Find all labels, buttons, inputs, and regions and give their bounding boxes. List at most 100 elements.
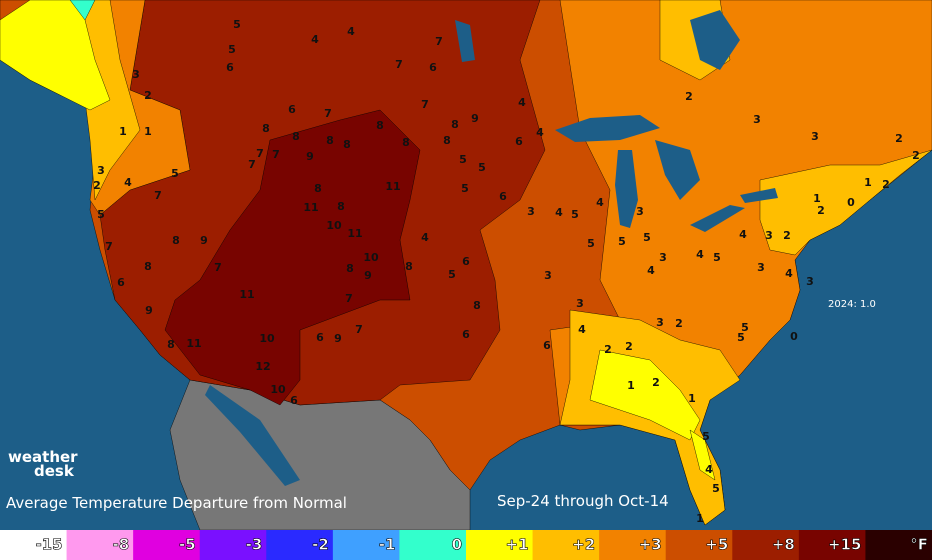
legend-swatch xyxy=(399,530,467,560)
station-value: 4 xyxy=(647,264,655,277)
legend-label: +5 xyxy=(705,536,728,554)
station-value: 8 xyxy=(343,138,351,151)
station-value: 10 xyxy=(363,251,379,264)
legend-label: +8 xyxy=(772,536,795,554)
legend-label: +15 xyxy=(828,536,861,554)
station-value: 8 xyxy=(144,260,152,273)
station-value: 5 xyxy=(459,153,467,166)
station-value: 3 xyxy=(527,205,535,218)
station-value: 3 xyxy=(659,251,667,264)
station-value: 7 xyxy=(248,158,256,171)
station-value: 6 xyxy=(462,255,470,268)
station-value: 11 xyxy=(239,288,254,301)
legend-swatch xyxy=(66,530,134,560)
station-value: 4 xyxy=(696,248,704,261)
station-value: 8 xyxy=(405,260,413,273)
station-value: 8 xyxy=(326,134,334,147)
lake xyxy=(615,150,638,228)
station-value: 6 xyxy=(462,328,470,341)
lake xyxy=(555,115,660,142)
legend-swatch xyxy=(0,530,68,560)
station-value: 11 xyxy=(186,337,201,350)
station-value: 10 xyxy=(259,332,275,345)
lake xyxy=(455,20,475,62)
station-value: 2 xyxy=(685,90,693,103)
station-value: 7 xyxy=(345,292,353,305)
legend-unit-cell xyxy=(865,530,932,560)
legend-unit: °F xyxy=(910,536,928,554)
station-value: 6 xyxy=(316,331,324,344)
station-value: 12 xyxy=(255,360,270,373)
logo-text: desk xyxy=(34,462,75,480)
station-value: 9 xyxy=(364,269,372,282)
legend-label: +3 xyxy=(639,536,662,554)
station-value: 2 xyxy=(895,132,903,145)
station-value: 5 xyxy=(702,430,710,443)
station-value: 11 xyxy=(385,180,400,193)
lake xyxy=(740,188,778,203)
station-value: 5 xyxy=(712,482,720,495)
station-value: 1 xyxy=(864,176,872,189)
station-value: 7 xyxy=(272,148,280,161)
station-value: 5 xyxy=(643,231,651,244)
legend-label: -5 xyxy=(179,536,196,554)
station-value: 7 xyxy=(105,240,113,253)
legend-swatch xyxy=(133,530,201,560)
station-value: 5 xyxy=(228,43,236,56)
legend-swatch xyxy=(466,530,534,560)
station-value: 7 xyxy=(435,35,443,48)
station-value: 2 xyxy=(625,340,633,353)
station-value: 11 xyxy=(303,201,318,214)
station-value: 8 xyxy=(473,299,481,312)
station-value: 9 xyxy=(145,304,153,317)
station-value: 4 xyxy=(785,267,793,280)
station-value: 3 xyxy=(132,68,140,81)
station-value: 4 xyxy=(518,96,526,109)
legend-label: -3 xyxy=(246,536,263,554)
station-value: 5 xyxy=(587,237,595,250)
station-value: 3 xyxy=(757,261,765,274)
station-value: 6 xyxy=(288,103,296,116)
lakes xyxy=(455,10,778,232)
station-value: 1 xyxy=(144,125,152,138)
logo: weather desk xyxy=(8,448,78,480)
station-value: 5 xyxy=(448,268,456,281)
region xyxy=(689,429,716,481)
station-value: 5 xyxy=(737,331,745,344)
station-value: 2 xyxy=(675,317,683,330)
station-value: 8 xyxy=(376,119,384,132)
legend-swatch xyxy=(599,530,667,560)
station-value: 2 xyxy=(604,343,612,356)
station-value: 3 xyxy=(544,269,552,282)
station-value: 8 xyxy=(172,234,180,247)
legend-swatch xyxy=(332,530,400,560)
legend-label: -8 xyxy=(112,536,129,554)
station-value: 9 xyxy=(334,332,342,345)
station-value: 1 xyxy=(627,379,635,392)
legend-label: +2 xyxy=(572,536,595,554)
station-value: 8 xyxy=(314,182,322,195)
station-value: 6 xyxy=(226,61,234,74)
lake xyxy=(690,10,740,70)
legend-label: 0 xyxy=(452,536,462,554)
station-value: 7 xyxy=(154,189,162,202)
gulf-of-california xyxy=(205,385,300,486)
station-value: 1 xyxy=(813,192,821,205)
station-value: 7 xyxy=(324,107,332,120)
station-value: 4 xyxy=(421,231,429,244)
station-value: 4 xyxy=(311,33,319,46)
logo-text: weather xyxy=(8,448,78,466)
station-value: 9 xyxy=(200,234,208,247)
station-value: 5 xyxy=(97,208,105,221)
period: Sep-24 through Oct-14 xyxy=(497,492,669,510)
legend-swatch xyxy=(798,530,866,560)
legend-label: -15 xyxy=(35,536,62,554)
station-value: 4 xyxy=(536,126,544,139)
station-value: 11 xyxy=(347,227,362,240)
station-value: 4 xyxy=(347,25,355,38)
station-value: 8 xyxy=(167,338,175,351)
station-value: 8 xyxy=(346,262,354,275)
legend-swatch xyxy=(732,530,800,560)
